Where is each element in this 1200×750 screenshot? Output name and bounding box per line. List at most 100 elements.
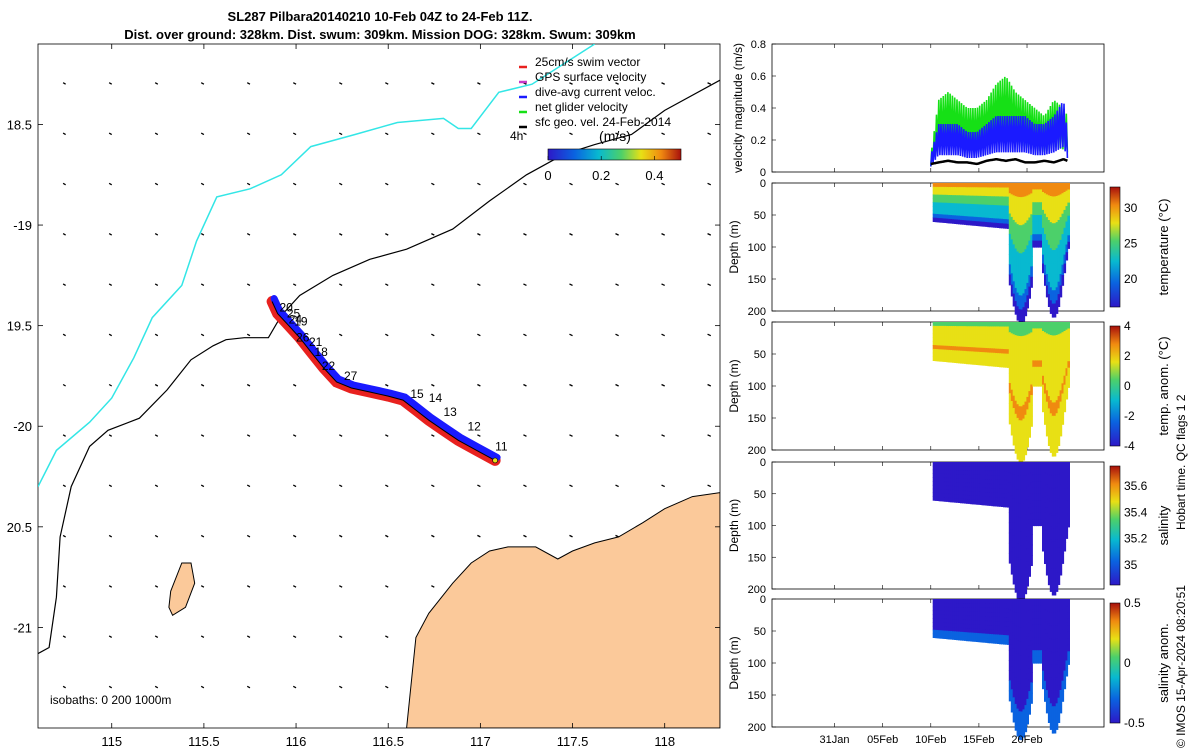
- heatmap-cell: [932, 183, 936, 188]
- heatmap-cell: [1067, 228, 1070, 236]
- heatmap-cell: [1030, 203, 1033, 215]
- heatmap-cell: [1038, 347, 1041, 355]
- heatmap-cell: [942, 493, 946, 498]
- heatmap-cell: [993, 501, 996, 507]
- heatmap-cell: [1040, 599, 1043, 606]
- heatmap-cell: [1059, 621, 1063, 634]
- current-vector: [385, 333, 389, 337]
- heatmap-cell: [1063, 331, 1067, 341]
- heatmap-cell: [1065, 375, 1069, 385]
- heatmap-cell: [954, 490, 957, 495]
- heatmap-cell: [956, 187, 959, 192]
- heatmap-cell: [997, 634, 1000, 640]
- heatmap-cell: [938, 349, 942, 354]
- current-vector: [339, 434, 343, 437]
- heatmap-cell: [1014, 579, 1018, 593]
- heatmap-cell: [1028, 286, 1031, 299]
- heatmap-cell: [979, 611, 983, 617]
- panel-y-label: velocity magnitude (m/s): [731, 43, 745, 173]
- legend-label: 25cm/s swim vector: [535, 55, 640, 69]
- heatmap-cell: [1020, 517, 1024, 533]
- heatmap-cell: [1057, 462, 1061, 475]
- heatmap-cell: [1010, 655, 1014, 668]
- heatmap-cell: [1028, 391, 1031, 404]
- heatmap-cell: [1028, 379, 1031, 392]
- heatmap-cell: [1034, 618, 1037, 626]
- heatmap-cell: [1003, 214, 1006, 220]
- heatmap-cell: [1065, 469, 1069, 478]
- heatmap-cell: [950, 462, 953, 467]
- heatmap-cell: [1024, 488, 1028, 503]
- heatmap-cell: [962, 195, 965, 200]
- heatmap-cell: [991, 470, 994, 476]
- heatmap-cell: [987, 348, 990, 354]
- current-vector: [707, 132, 712, 136]
- current-vector: [615, 182, 619, 186]
- heatmap-cell: [1063, 670, 1067, 681]
- heatmap-cell: [958, 627, 961, 633]
- heatmap-cell: [1006, 621, 1010, 627]
- heatmap-cell: [942, 198, 946, 204]
- heatmap-cell: [1057, 359, 1061, 372]
- heatmap-cell: [956, 346, 959, 352]
- heatmap-cell: [1036, 334, 1039, 342]
- heatmap-cell: [1065, 244, 1069, 253]
- heatmap-cell: [962, 627, 965, 633]
- heatmap-cell: [1022, 599, 1026, 614]
- heatmap-cell: [985, 196, 988, 201]
- heatmap-cell: [1030, 534, 1033, 546]
- heatmap-cell: [969, 628, 973, 634]
- heatmap-cell: [1016, 694, 1020, 710]
- heatmap-cell: [985, 348, 988, 353]
- heatmap-cell: [963, 494, 967, 500]
- colorbar-label: salinity: [1156, 505, 1171, 545]
- heatmap-cell: [965, 486, 969, 492]
- heatmap-cell: [962, 607, 965, 612]
- heatmap-cell: [1038, 618, 1041, 626]
- heatmap-cell: [1065, 492, 1069, 501]
- heatmap-cell: [1045, 401, 1049, 414]
- heatmap-cell: [987, 200, 990, 206]
- heatmap-cell: [1059, 495, 1063, 508]
- heatmap-cell: [1047, 183, 1051, 196]
- heatmap-cell: [977, 351, 981, 357]
- current-vector: [569, 434, 573, 437]
- heatmap-cell: [956, 603, 959, 608]
- heatmap-cell: [948, 341, 951, 347]
- heatmap-cell: [1032, 487, 1035, 495]
- heatmap-cell: [1036, 221, 1039, 229]
- heatmap-cell: [981, 462, 985, 467]
- heatmap-cell: [1057, 685, 1061, 699]
- heatmap-cell: [1003, 630, 1006, 636]
- heatmap-cell: [995, 470, 998, 476]
- heatmap-cell: [983, 620, 987, 626]
- heatmap-cell: [1004, 471, 1008, 477]
- heatmap-cell: [991, 357, 994, 363]
- heatmap-cell: [989, 625, 992, 631]
- current-vector: [523, 383, 527, 387]
- heatmap-cell: [934, 465, 938, 471]
- heatmap-cell: [1028, 542, 1031, 554]
- heatmap-cell: [1067, 481, 1070, 489]
- heatmap-cell: [1038, 468, 1041, 476]
- heatmap-cell: [938, 325, 942, 331]
- heatmap-cell: [1055, 487, 1059, 502]
- current-vector: [246, 635, 251, 639]
- heatmap-cell: [1014, 717, 1018, 731]
- map-x-tick-label: 116.5: [372, 734, 404, 749]
- heatmap-cell: [977, 616, 981, 621]
- heatmap-cell: [1006, 639, 1010, 645]
- heatmap-cell: [948, 353, 951, 359]
- heatmap-cell: [932, 329, 936, 335]
- heatmap-cell: [979, 470, 983, 476]
- heatmap-cell: [1040, 631, 1043, 638]
- current-vector: [477, 434, 481, 437]
- current-vector: [246, 82, 251, 85]
- heatmap-cell: [977, 191, 981, 197]
- heatmap-cell: [1026, 220, 1029, 234]
- heatmap-cell: [1063, 183, 1067, 193]
- heatmap-cell: [1030, 482, 1033, 494]
- heatmap-cell: [1038, 240, 1041, 248]
- heatmap-cell: [971, 195, 975, 201]
- heatmap-cell: [963, 216, 967, 221]
